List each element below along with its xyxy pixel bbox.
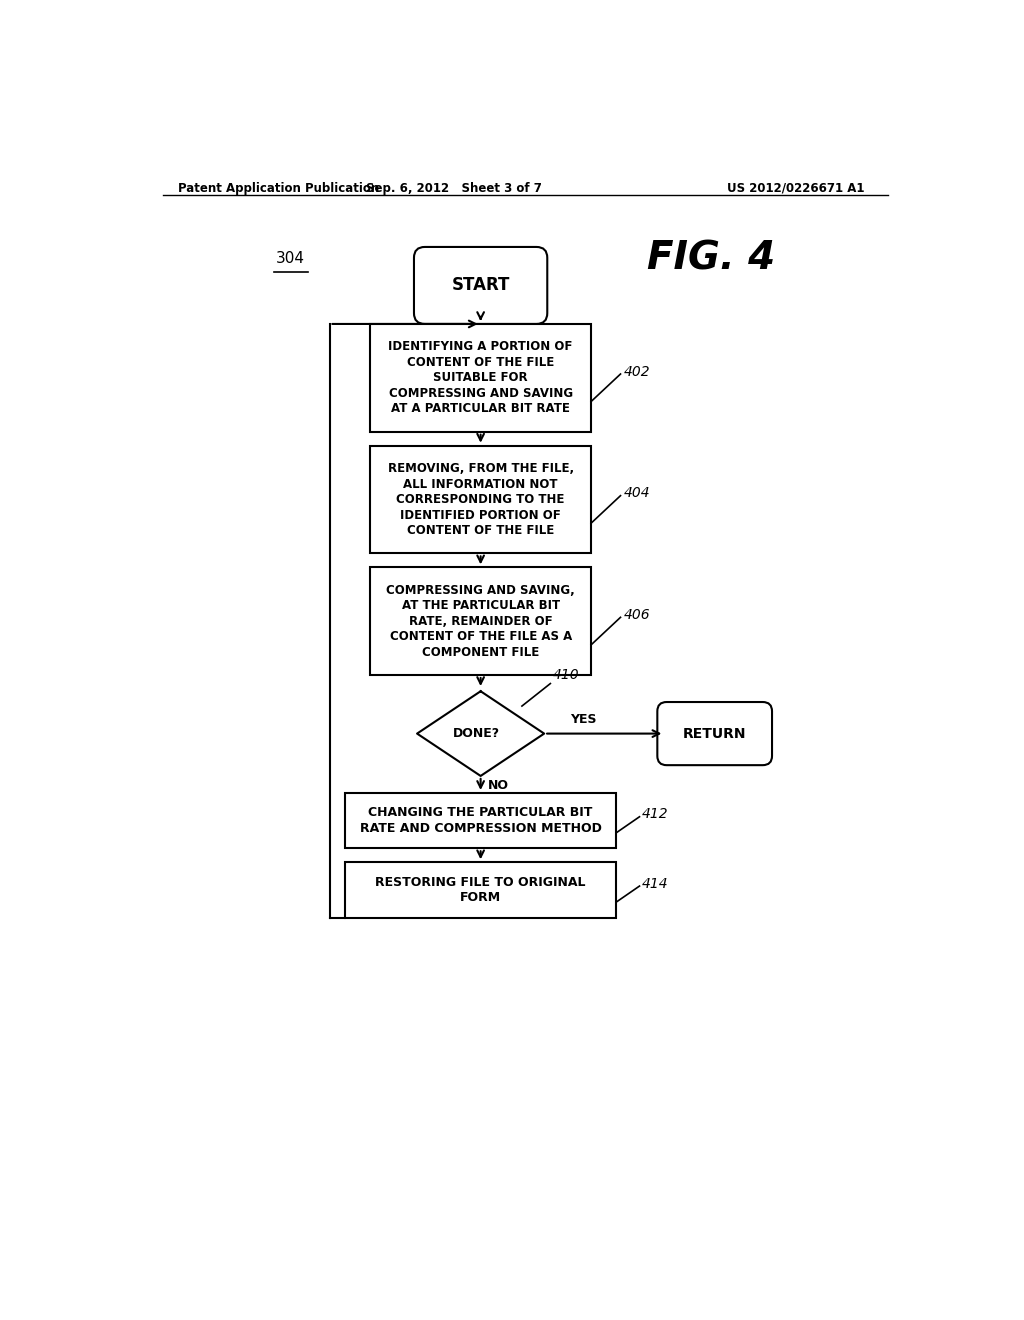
FancyBboxPatch shape (371, 568, 591, 675)
Text: 410: 410 (553, 668, 580, 682)
Text: START: START (452, 276, 510, 294)
FancyBboxPatch shape (414, 247, 547, 323)
Text: NO: NO (488, 779, 509, 792)
Text: REMOVING, FROM THE FILE,
ALL INFORMATION NOT
CORRESPONDING TO THE
IDENTIFIED POR: REMOVING, FROM THE FILE, ALL INFORMATION… (387, 462, 573, 537)
Text: 414: 414 (642, 876, 669, 891)
Text: US 2012/0226671 A1: US 2012/0226671 A1 (727, 182, 864, 194)
FancyBboxPatch shape (371, 446, 591, 553)
Text: Sep. 6, 2012   Sheet 3 of 7: Sep. 6, 2012 Sheet 3 of 7 (366, 182, 542, 194)
Text: IDENTIFYING A PORTION OF
CONTENT OF THE FILE
SUITABLE FOR
COMPRESSING AND SAVING: IDENTIFYING A PORTION OF CONTENT OF THE … (388, 341, 572, 416)
Text: YES: YES (569, 713, 596, 726)
FancyBboxPatch shape (371, 323, 591, 432)
FancyBboxPatch shape (345, 862, 616, 917)
Text: 404: 404 (624, 486, 650, 500)
Text: 406: 406 (624, 609, 650, 622)
Text: 412: 412 (642, 808, 669, 821)
Text: RETURN: RETURN (683, 726, 746, 741)
Text: Patent Application Publication: Patent Application Publication (178, 182, 380, 194)
Text: FIG. 4: FIG. 4 (647, 239, 775, 277)
Text: 402: 402 (624, 364, 650, 379)
Text: COMPRESSING AND SAVING,
AT THE PARTICULAR BIT
RATE, REMAINDER OF
CONTENT OF THE : COMPRESSING AND SAVING, AT THE PARTICULA… (386, 583, 575, 659)
FancyBboxPatch shape (345, 793, 616, 849)
Text: CHANGING THE PARTICULAR BIT
RATE AND COMPRESSION METHOD: CHANGING THE PARTICULAR BIT RATE AND COM… (359, 807, 601, 834)
Text: DONE?: DONE? (454, 727, 501, 741)
Text: 304: 304 (276, 251, 305, 267)
Text: RESTORING FILE TO ORIGINAL
FORM: RESTORING FILE TO ORIGINAL FORM (376, 875, 586, 904)
FancyBboxPatch shape (657, 702, 772, 766)
